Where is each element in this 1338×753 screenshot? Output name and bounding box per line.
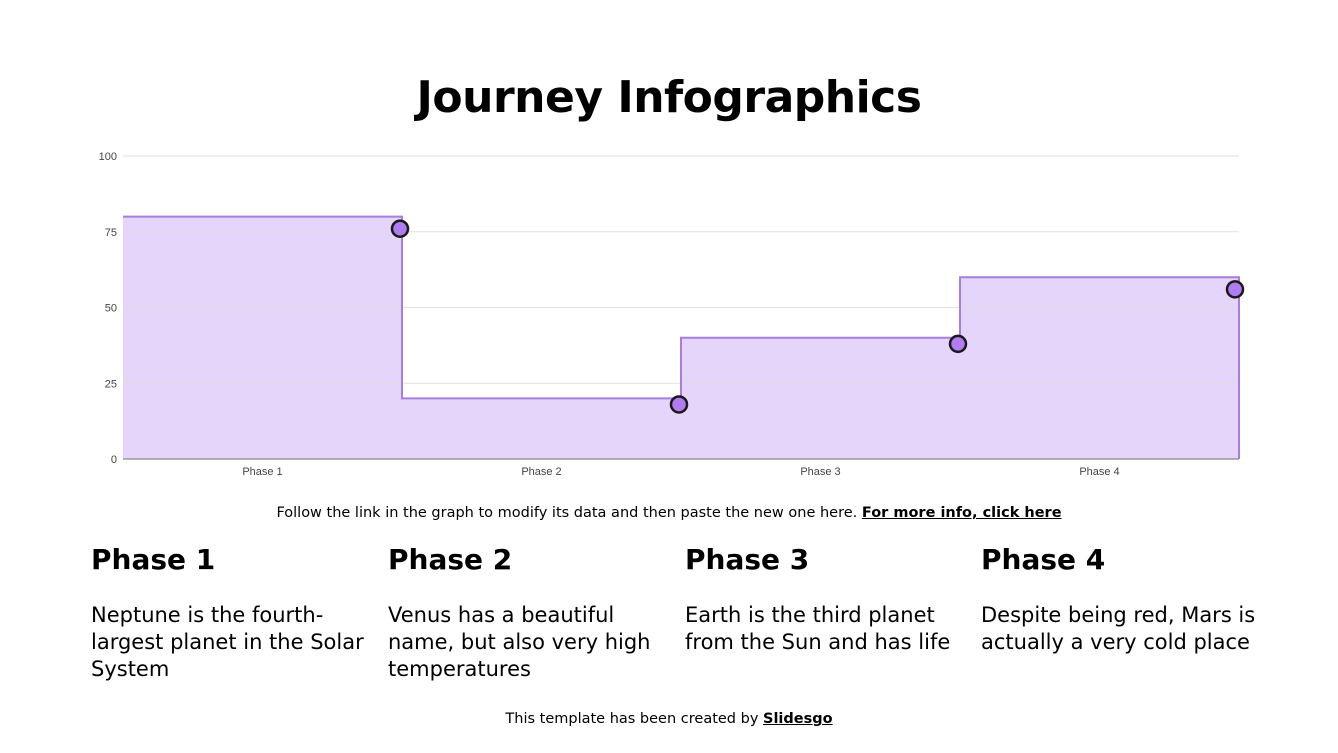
phase-description: Earth is the third planet from the Sun a… [685,603,951,654]
phase-card-2: Phase 2 Venus has a beautiful name, but … [388,542,668,683]
data-point-marker[interactable] [390,219,410,238]
chart-note: Follow the link in the graph to modify i… [0,505,1338,521]
phase-title: Phase 4 [981,543,1106,576]
credit-line: This template has been created by Slides… [0,711,1338,727]
x-tick-label: Phase 3 [800,466,840,478]
phase-description: Neptune is the fourth-largest planet in … [91,603,364,681]
y-tick-label: 75 [105,227,117,239]
y-tick-label: 50 [105,303,117,315]
data-point-marker[interactable] [669,395,689,414]
x-tick-label: Phase 1 [242,466,282,478]
phase-card-1: Phase 1 Neptune is the fourth-largest pl… [91,542,371,683]
credit-text: This template has been created by [505,711,764,727]
y-tick-label: 0 [111,454,117,466]
y-tick-label: 25 [105,378,117,390]
phase-title: Phase 2 [388,543,513,576]
more-info-link[interactable]: For more info, click here [861,505,1062,521]
slidesgo-link[interactable]: Slidesgo [763,711,833,727]
phase-title: Phase 3 [685,543,810,576]
phase-card-3: Phase 3 Earth is the third planet from t… [685,542,965,656]
data-point-marker[interactable] [948,334,968,354]
phase-title: Phase 1 [91,543,216,576]
note-text: Follow the link in the graph to modify i… [276,505,862,521]
phase-description: Despite being red, Mars is actually a ve… [981,603,1256,654]
data-point-marker[interactable] [1225,280,1245,299]
page-title: Journey Infographics [416,72,922,123]
phase-card-4: Phase 4 Despite being red, Mars is actua… [981,542,1261,656]
x-tick-label: Phase 4 [1079,466,1119,478]
step-line [123,215,1240,459]
y-tick-label: 100 [99,151,117,163]
stepped-area-chart[interactable]: 0 25 50 75 100 Phase 1 Phase 2 Phase 3 Phase 4 [0,0,1338,500]
phase-description: Venus has a beautiful name, but also ver… [388,603,651,681]
x-tick-label: Phase 2 [521,466,561,478]
